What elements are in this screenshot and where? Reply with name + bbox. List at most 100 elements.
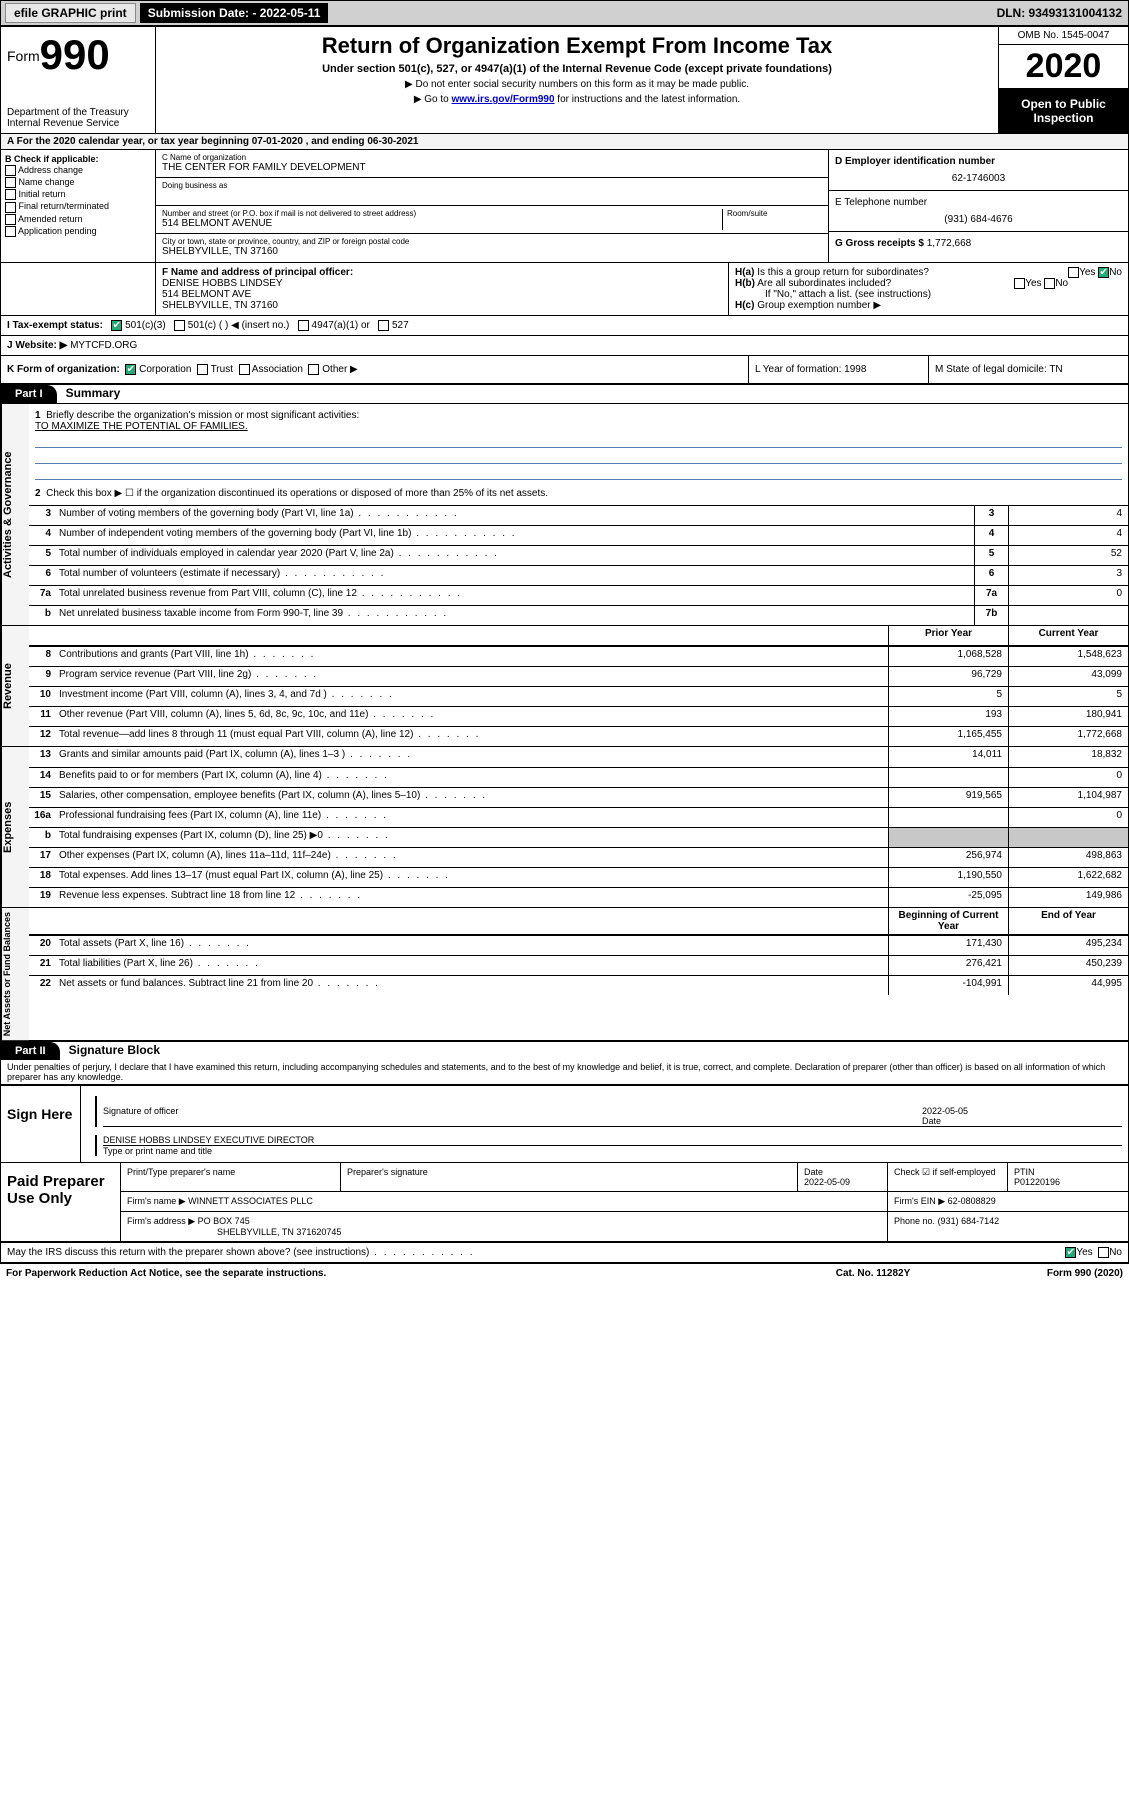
footer-cat: Cat. No. 11282Y (773, 1268, 973, 1279)
box-deg: D Employer identification number 62-1746… (828, 150, 1128, 262)
cb-amended-return[interactable]: Amended return (5, 214, 151, 225)
mission-lbl: Briefly describe the organization's miss… (46, 410, 359, 421)
officer-addr1: 514 BELMONT AVE (162, 289, 251, 300)
cb-initial-return[interactable]: Initial return (5, 189, 151, 200)
irs-label: Internal Revenue Service (7, 118, 149, 129)
cb-application-pending[interactable]: Application pending (5, 226, 151, 237)
org-name: THE CENTER FOR FAMILY DEVELOPMENT (162, 162, 366, 173)
opt-4947[interactable]: 4947(a)(1) or (312, 320, 370, 331)
col-current: Current Year (1008, 626, 1128, 645)
table-row: 15Salaries, other compensation, employee… (29, 787, 1128, 807)
table-row: 19Revenue less expenses. Subtract line 1… (29, 887, 1128, 907)
street-address: 514 BELMONT AVENUE (162, 218, 272, 229)
part2-title: Signature Block (63, 1043, 160, 1057)
dba-lbl: Doing business as (162, 181, 822, 190)
table-row: bNet unrelated business taxable income f… (29, 605, 1128, 625)
col-end: End of Year (1008, 908, 1128, 934)
row-k: K Form of organization: ✔ Corporation Tr… (1, 356, 1128, 385)
col-prior: Prior Year (888, 626, 1008, 645)
room-lbl: Room/suite (727, 209, 822, 218)
discuss-text: May the IRS discuss this return with the… (7, 1247, 369, 1258)
cb-name-change[interactable]: Name change (5, 177, 151, 188)
ptin-val: P01220196 (1014, 1177, 1060, 1187)
addr-row: Number and street (or P.O. box if mail i… (156, 206, 828, 234)
form-header: Form990 Department of the Treasury Inter… (1, 27, 1128, 134)
box-h: H(a) Is this a group return for subordin… (728, 263, 1128, 315)
table-row: 14Benefits paid to or for members (Part … (29, 767, 1128, 787)
submission-date: Submission Date: - 2022-05-11 (140, 3, 329, 23)
discuss-row: May the IRS discuss this return with the… (1, 1243, 1128, 1263)
table-row: 3Number of voting members of the governi… (29, 505, 1128, 525)
prep-right: Print/Type preparer's name Preparer's si… (121, 1163, 1128, 1241)
officer-lbl: F Name and address of principal officer: (162, 267, 353, 278)
cb-address-change[interactable]: Address change (5, 165, 151, 176)
ptin-lbl: PTIN (1014, 1167, 1035, 1177)
table-row: 16aProfessional fundraising fees (Part I… (29, 807, 1128, 827)
efile-button[interactable]: efile GRAPHIC print (5, 3, 136, 23)
box-b-title: B Check if applicable: (5, 154, 99, 164)
note-ssn: ▶ Do not enter social security numbers o… (162, 79, 992, 90)
section-governance: Activities & Governance 1 Briefly descri… (1, 404, 1128, 626)
table-row: 18Total expenses. Add lines 13–17 (must … (29, 867, 1128, 887)
section-expenses: Expenses 13Grants and similar amounts pa… (1, 747, 1128, 908)
opt-trust[interactable]: Trust (211, 364, 233, 375)
irs-link[interactable]: www.irs.gov/Form990 (452, 94, 555, 105)
box-c: C Name of organization THE CENTER FOR FA… (156, 150, 828, 262)
tax-exempt-lbl: I Tax-exempt status: (7, 320, 103, 331)
sig-date-lbl: Date (922, 1116, 1122, 1126)
hc-text: Group exemption number ▶ (757, 300, 881, 311)
opt-corp[interactable]: Corporation (139, 364, 191, 375)
section-revenue: Revenue Prior Year Current Year 8Contrib… (1, 626, 1128, 747)
declaration-text: Under penalties of perjury, I declare th… (1, 1060, 1128, 1085)
form-prefix: Form (7, 48, 40, 64)
sign-here-block: Sign Here Signature of officer 2022-05-0… (1, 1085, 1128, 1163)
officer-name: DENISE HOBBS LINDSEY (162, 278, 283, 289)
table-row: 8Contributions and grants (Part VIII, li… (29, 646, 1128, 666)
prep-self: Check ☑ if self-employed (888, 1163, 1008, 1191)
tax-year: 2020 (999, 45, 1128, 89)
dln: DLN: 93493131004132 (991, 6, 1128, 20)
city-lbl: City or town, state or province, country… (162, 237, 822, 246)
side-expenses: Expenses (1, 747, 29, 907)
dept-treasury: Department of the Treasury (7, 107, 149, 118)
box-e: E Telephone number (931) 684-4676 (829, 191, 1128, 232)
header-right: OMB No. 1545-0047 2020 Open to Public In… (998, 27, 1128, 133)
opt-527[interactable]: 527 (392, 320, 409, 331)
prep-sig-lbl: Preparer's signature (341, 1163, 798, 1191)
phone-lbl: E Telephone number (835, 197, 927, 208)
sig-name: DENISE HOBBS LINDSEY EXECUTIVE DIRECTOR (103, 1135, 1122, 1146)
opt-assoc[interactable]: Association (252, 364, 303, 375)
firm-name: WINNETT ASSOCIATES PLLC (188, 1196, 313, 1206)
block-bcdeg: B Check if applicable: Address change Na… (1, 150, 1128, 263)
prep-row2: Firm's name ▶ WINNETT ASSOCIATES PLLC Fi… (121, 1192, 1128, 1212)
sign-right: Signature of officer 2022-05-05 Date DEN… (81, 1086, 1128, 1162)
topbar: efile GRAPHIC print Submission Date: - 2… (0, 0, 1129, 26)
part2-badge: Part II (1, 1042, 60, 1060)
sig-date: 2022-05-05 (922, 1106, 1122, 1116)
table-row: 10Investment income (Part VIII, column (… (29, 686, 1128, 706)
row-i: I Tax-exempt status: ✔ 501(c)(3) 501(c) … (1, 316, 1128, 336)
box-b: B Check if applicable: Address change Na… (1, 150, 156, 262)
line1-2: 1 Briefly describe the organization's mi… (29, 404, 1128, 505)
firm-addr2: SHELBYVILLE, TN 371620745 (217, 1227, 341, 1237)
table-row: 11Other revenue (Part VIII, column (A), … (29, 706, 1128, 726)
box-f: F Name and address of principal officer:… (156, 263, 728, 315)
side-revenue: Revenue (1, 626, 29, 746)
opt-other[interactable]: Other ▶ (322, 364, 357, 375)
header-left: Form990 Department of the Treasury Inter… (1, 27, 156, 133)
part1-badge: Part I (1, 385, 57, 403)
page-footer: For Paperwork Reduction Act Notice, see … (0, 1264, 1129, 1283)
form-990: 990 (40, 31, 110, 78)
ein-lbl: D Employer identification number (835, 156, 995, 167)
dba-row: Doing business as (156, 178, 828, 206)
opt-501c[interactable]: 501(c) ( ) ◀ (insert no.) (188, 320, 290, 331)
cb-final-return[interactable]: Final return/terminated (5, 201, 151, 212)
form-number: Form990 (7, 31, 149, 79)
org-name-lbl: C Name of organization (162, 153, 822, 162)
open-to-public: Open to Public Inspection (999, 89, 1128, 133)
part1-header: Part I Summary (1, 385, 1128, 404)
opt-501c3[interactable]: 501(c)(3) (125, 320, 166, 331)
firm-addr1: PO BOX 745 (198, 1216, 250, 1226)
side-governance: Activities & Governance (1, 404, 29, 625)
note-link: ▶ Go to www.irs.gov/Form990 for instruct… (162, 94, 992, 105)
